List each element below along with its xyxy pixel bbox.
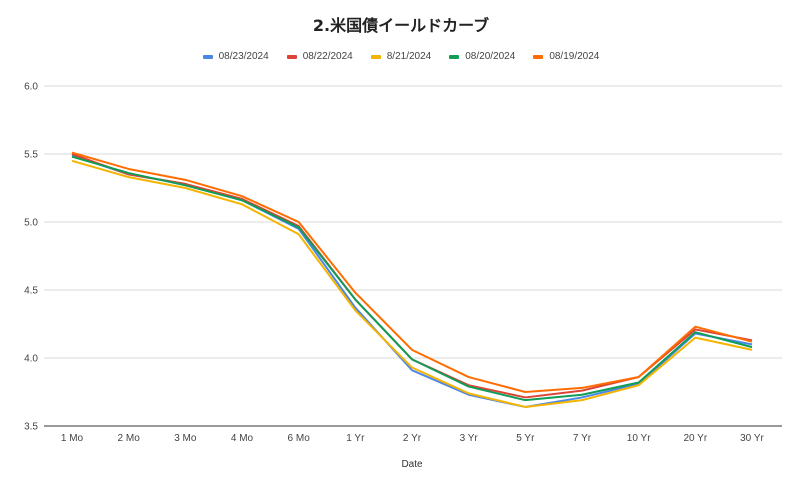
x-tick-label: 1 Yr — [346, 433, 365, 444]
legend-item: 08/19/2024 — [533, 51, 599, 62]
x-tick-label: 10 Yr — [627, 433, 651, 444]
series-line-4 — [71, 155, 753, 402]
y-tick-label: 4.0 — [24, 354, 38, 365]
x-tick-label: 7 Yr — [573, 433, 592, 444]
legend-swatch — [202, 54, 213, 59]
x-axis-label: Date — [401, 459, 423, 470]
series-line-1 — [71, 154, 753, 408]
x-tick-label: 6 Mo — [288, 433, 311, 444]
legend-label: 08/19/2024 — [549, 51, 600, 62]
legend-swatch — [370, 54, 381, 59]
legend-label: 08/20/2024 — [465, 51, 516, 62]
x-tick-label: 3 Mo — [174, 433, 197, 444]
y-tick-label: 6.0 — [24, 82, 38, 93]
legend-swatch — [449, 54, 460, 59]
series-lines — [71, 151, 753, 408]
y-tick-label: 4.5 — [24, 286, 38, 297]
y-tick-labels: 3.5 4.0 4.5 5.0 5.5 6.0 — [24, 82, 38, 433]
series-line-3 — [71, 159, 753, 408]
legend: 08/23/2024 08/22/2024 8/21/2024 08/20/2024 0… — [0, 51, 802, 62]
legend-label: 8/21/2024 — [386, 51, 432, 62]
legend-swatch — [286, 54, 297, 59]
grid-layer — [44, 85, 782, 427]
y-tick-label: 3.5 — [24, 422, 38, 433]
legend-swatch — [533, 54, 544, 59]
x-tick-label: 30 Yr — [740, 433, 764, 444]
y-tick-label: 5.0 — [24, 218, 38, 229]
legend-item: 08/22/2024 — [286, 51, 353, 62]
x-tick-label: 1 Mo — [61, 433, 84, 444]
x-tick-label: 3 Yr — [460, 433, 479, 444]
x-tick-label: 2 Mo — [118, 433, 141, 444]
x-tick-labels: 1 Mo 2 Mo 3 Mo 4 Mo 6 Mo 1 Yr 2 Yr 3 Yr 5 Yr 7 Yr… — [61, 433, 765, 444]
x-tick-label: 4 Mo — [231, 433, 254, 444]
legend-item: 08/23/2024 — [202, 51, 269, 62]
series-line-5 — [71, 151, 753, 393]
x-tick-label: 5 Yr — [516, 433, 535, 444]
x-tick-label: 2 Yr — [403, 433, 422, 444]
x-tick-label: 20 Yr — [683, 433, 707, 444]
legend-item: 08/20/2024 — [449, 51, 515, 62]
legend-item: 8/21/2024 — [370, 51, 432, 62]
legend-label: 08/23/2024 — [218, 51, 269, 62]
y-tick-label: 5.5 — [24, 150, 38, 161]
legend-label: 08/22/2024 — [302, 51, 353, 62]
series-line-2 — [71, 153, 753, 399]
chart-title: 2.米国債イールドカーブ — [312, 16, 490, 35]
